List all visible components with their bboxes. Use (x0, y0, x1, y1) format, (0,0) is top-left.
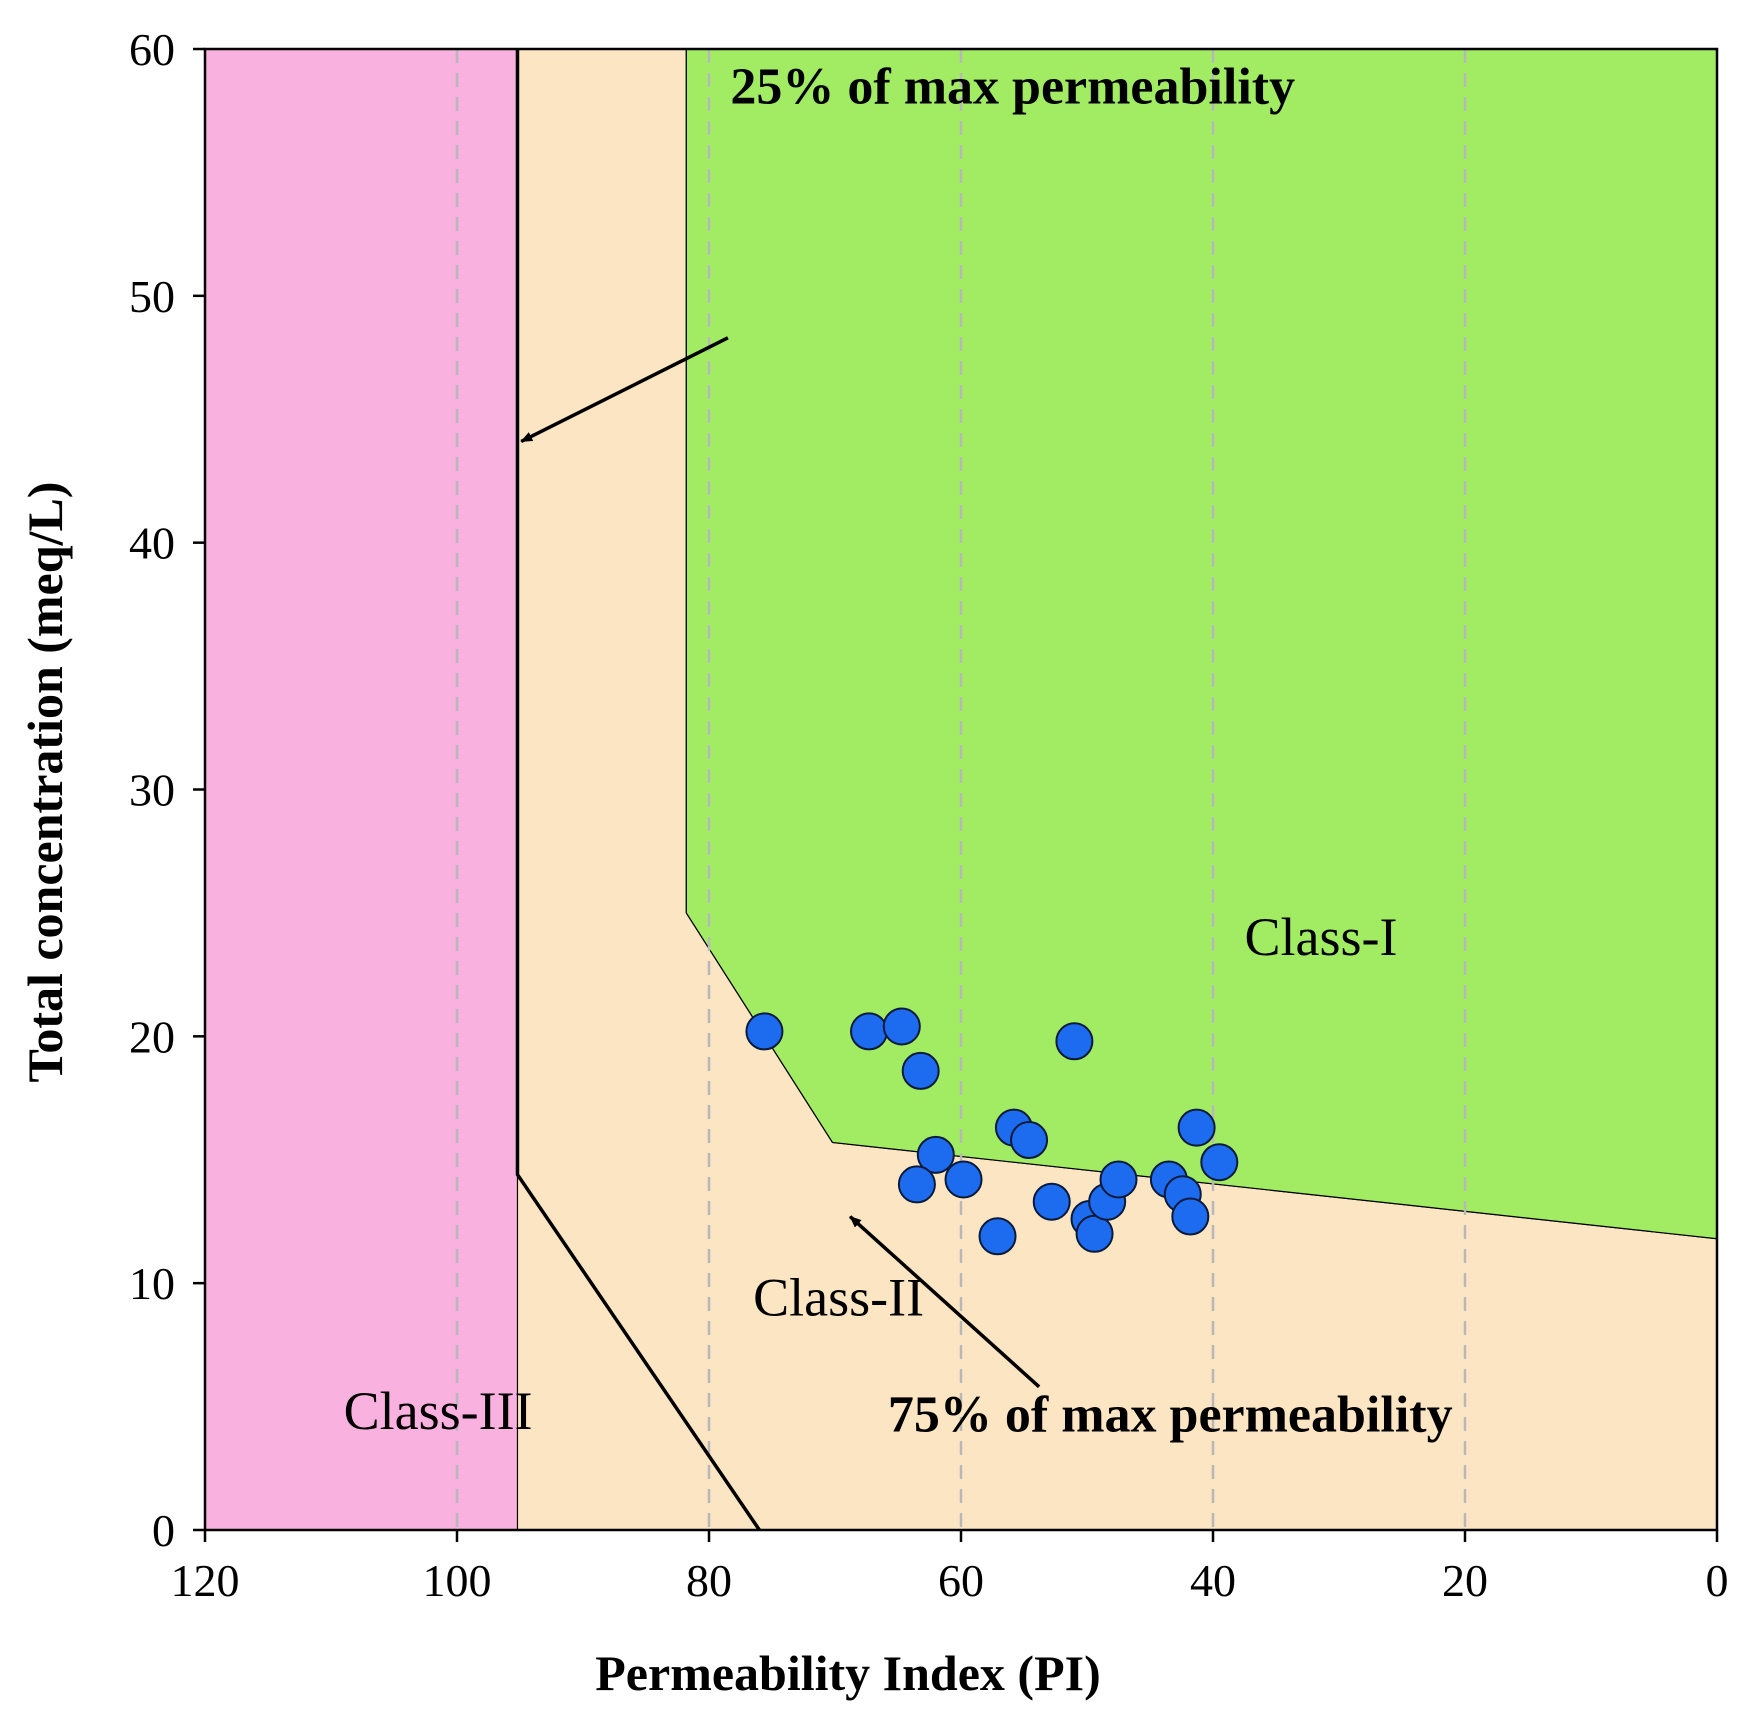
x-tick-label-40: 40 (1190, 1555, 1236, 1606)
annotation-75-of-max-permeability: 75% of max permeability (888, 1386, 1453, 1443)
x-tick-label-80: 80 (686, 1555, 732, 1606)
annotations: 25% of max permeability 75% of max permea… (344, 58, 1453, 1443)
y-tick-label-40: 40 (129, 518, 175, 569)
data-point-5 (1055, 1022, 1094, 1061)
data-point-3 (882, 1007, 921, 1046)
data-point-6 (916, 1135, 955, 1174)
boundary-lines (515, 49, 761, 1531)
y-tick-label-20: 20 (129, 1011, 175, 1062)
data-point-19 (1171, 1197, 1210, 1236)
x-tick-label-100: 100 (423, 1555, 492, 1606)
data-point-2 (850, 1012, 889, 1051)
y-tick-label-0: 0 (152, 1505, 175, 1556)
annotation-arrow-2 (848, 1215, 1041, 1389)
annotation-class-iii: Class-III (344, 1381, 533, 1441)
region-class-i (685, 48, 1718, 1240)
annotation-class-i: Class-I (1245, 907, 1398, 967)
y-tick-label-10: 10 (129, 1258, 175, 1309)
x-tick-label-120: 120 (171, 1555, 240, 1606)
x-tick-label-0: 0 (1706, 1555, 1729, 1606)
axis-ticks: 120 100 80 60 40 20 0 0 10 20 30 40 50 60 (129, 24, 1729, 1606)
data-point-9 (978, 1217, 1017, 1256)
data-point-4 (901, 1051, 940, 1090)
data-point-11 (1010, 1121, 1049, 1160)
data-points (745, 1007, 1239, 1256)
annotation-arrows (520, 336, 1041, 1389)
data-point-8 (944, 1160, 983, 1199)
annotation-arrow-1 (520, 336, 729, 444)
data-point-12 (1032, 1182, 1071, 1221)
x-axis-label: Permeability Index (PI) (595, 1645, 1100, 1701)
y-tick-label-50: 50 (129, 271, 175, 322)
boundary-75-of-max-permeability (515, 49, 761, 1531)
data-point-7 (897, 1165, 936, 1204)
data-point-1 (745, 1012, 784, 1051)
y-tick-label-30: 30 (129, 765, 175, 816)
class-regions (204, 48, 1718, 1531)
y-tick-label-60: 60 (129, 24, 175, 75)
annotation-25-of-max-permeability: 25% of max permeability (730, 58, 1295, 115)
annotation-class-ii: Class-II (753, 1267, 924, 1327)
grid-lines (455, 49, 1467, 1530)
data-point-21 (1200, 1143, 1239, 1182)
data-point-20 (1177, 1108, 1216, 1147)
data-point-16 (1099, 1160, 1138, 1199)
x-tick-label-20: 20 (1442, 1555, 1488, 1606)
x-tick-label-60: 60 (938, 1555, 984, 1606)
y-axis-label: Total concentration (meq/L) (17, 482, 73, 1083)
data-point-14 (1075, 1214, 1114, 1253)
